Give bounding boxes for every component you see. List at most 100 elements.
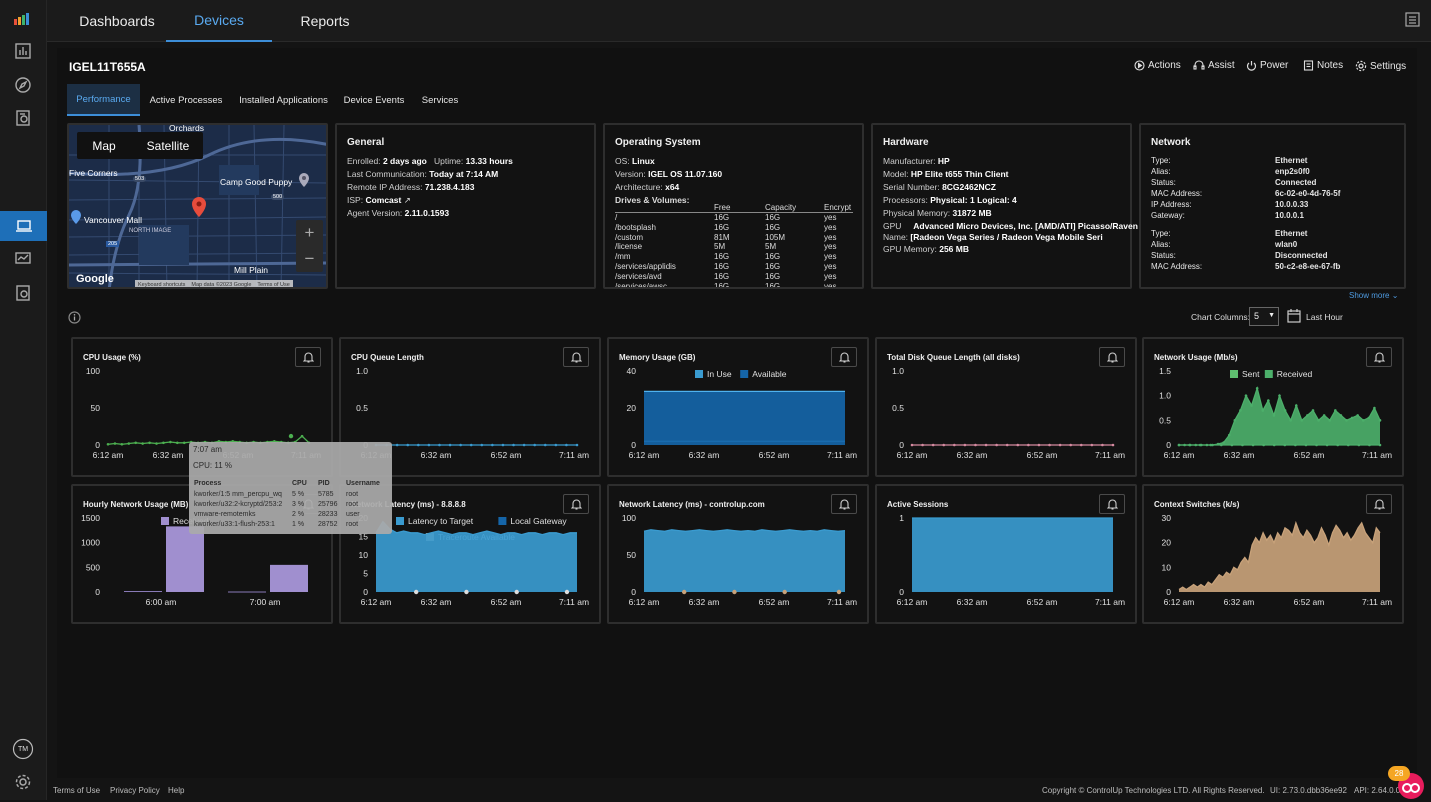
adapter2-status-label: Status: (1151, 251, 1176, 260)
tab-services[interactable]: Services (421, 94, 459, 106)
assist-button[interactable]: Assist (1193, 60, 1235, 71)
adapter1-type-label: Type: (1151, 156, 1171, 165)
settings-button[interactable]: Settings (1355, 60, 1406, 72)
reports-icon[interactable] (12, 107, 34, 129)
memory-usage-alert-button[interactable] (831, 347, 857, 367)
cpu-usage-alert-button[interactable] (295, 347, 321, 367)
calendar-icon[interactable] (1287, 309, 1301, 326)
drive-free: 16G (714, 271, 730, 281)
power-icon (1246, 61, 1257, 71)
x-tick-label: 6:12 am (897, 597, 928, 607)
zoom-in-button[interactable]: + (304, 223, 315, 242)
y-tick-label: 1000 (81, 538, 100, 548)
adapter1-mac-value: 6c-02-e0-4d-76-5f (1275, 189, 1341, 198)
x-tick-label: 6:32 am (689, 597, 720, 607)
legend-swatch (396, 517, 404, 525)
data-point (931, 443, 935, 447)
keyboard-shortcuts-link[interactable]: Keyboard shortcuts (138, 281, 186, 288)
show-more-link[interactable]: Show more ⌄ (1349, 291, 1398, 300)
legend-label: Received (1277, 369, 1313, 379)
notes-icon (1303, 60, 1314, 71)
privacy-link[interactable]: Privacy Policy (110, 786, 160, 795)
drive-encrypt: yes (824, 213, 837, 222)
drive-row: / 16G 16G yes (615, 213, 853, 223)
tab-performance[interactable]: Performance (67, 84, 140, 116)
latency-controlup-alert-button[interactable] (831, 494, 857, 514)
traceroute-marker (414, 589, 419, 595)
time-range-label[interactable]: Last Hour (1306, 312, 1343, 322)
hardware-title: Hardware (883, 137, 929, 148)
adapter1-gateway-value: 10.0.0.1 (1275, 211, 1304, 220)
user-initials: TM (17, 745, 29, 753)
series-area (912, 518, 1113, 592)
api-version: API: 2.64.0.0 (1354, 786, 1401, 795)
y-tick-label: 10 (359, 550, 369, 560)
data-point (910, 443, 914, 447)
context-switches-alert-button[interactable] (1366, 494, 1392, 514)
drive-row: /license 5M 5M yes (615, 242, 853, 252)
notes-label: Notes (1317, 60, 1344, 71)
legend-swatch (161, 517, 169, 525)
gear-icon[interactable] (12, 771, 34, 793)
location-map[interactable]: Map Satellite Orchards Five Corners Camp… (67, 123, 328, 289)
x-tick-label: 7:11 am (1095, 450, 1125, 460)
map-terms-link[interactable]: Terms of Use (257, 281, 290, 288)
bar-sent (124, 591, 162, 593)
actions-button[interactable]: Actions (1134, 60, 1181, 71)
nav-devices[interactable]: Devices (166, 0, 272, 42)
version-value: IGEL OS 11.07.160 (648, 169, 723, 179)
controlup-logo-icon[interactable] (12, 8, 34, 30)
layout-settings-icon[interactable] (1405, 12, 1420, 30)
y-tick-label: 1.0 (892, 366, 904, 376)
active-sessions-alert-button[interactable] (1099, 494, 1125, 514)
device-location-pin-icon[interactable] (192, 197, 206, 220)
terms-link[interactable]: Terms of Use (53, 786, 101, 795)
nav-reports[interactable]: Reports (300, 13, 350, 29)
tab-device-events[interactable]: Device Events (343, 94, 405, 106)
info-icon[interactable] (68, 311, 81, 327)
external-link-icon[interactable]: ↗ (403, 195, 411, 205)
satellite-button[interactable]: Satellite (146, 138, 190, 153)
power-button[interactable]: Power (1246, 60, 1288, 71)
y-tick-label: 0.5 (356, 403, 368, 413)
search-report-icon[interactable] (12, 282, 34, 304)
data-point (942, 443, 946, 447)
drive-path: /services/avd (615, 271, 662, 281)
network-usage-alert-button[interactable] (1366, 347, 1392, 367)
tab-active-processes[interactable]: Active Processes (149, 94, 223, 106)
drive-path: /services/applidis (615, 261, 676, 271)
data-point (1183, 443, 1186, 447)
adapter2-type-value: Ethernet (1275, 229, 1308, 238)
chart-columns-select[interactable]: 5 ▼ (1249, 307, 1279, 326)
tooltip-header: CPU (292, 480, 307, 487)
compass-icon[interactable] (12, 74, 34, 96)
data-point (543, 443, 547, 447)
zoom-out-button[interactable]: − (304, 249, 315, 268)
help-link[interactable]: Help (168, 786, 185, 795)
tooltip-cell: 28752 (318, 521, 338, 528)
tab-installed-applications[interactable]: Installed Applications (239, 94, 328, 106)
data-point (1222, 441, 1225, 444)
monitor-icon[interactable] (12, 248, 34, 270)
gpu-line2: [Radeon Vega Series / Radeon Vega Mobile… (910, 232, 1103, 242)
drive-encrypt: yes (824, 222, 837, 232)
map-button[interactable]: Map (92, 138, 116, 153)
latency-8888-alert-button[interactable] (563, 494, 589, 514)
x-tick-label: 6:12 am (1164, 597, 1195, 607)
disk-queue-length-alert-button[interactable] (1099, 347, 1125, 367)
capacity-header: Capacity (765, 203, 797, 212)
uptime-label: Uptime: (433, 156, 464, 166)
devices-nav-icon[interactable] (0, 211, 47, 241)
network-adapters: Type: Ethernet Alias: enp2s0f0 Status: Conn… (1151, 155, 1391, 272)
notes-button[interactable]: Notes (1303, 60, 1343, 71)
drive-capacity: 105M (765, 232, 786, 242)
data-point (395, 443, 399, 447)
analytics-icon[interactable] (12, 40, 34, 62)
drive-capacity: 16G (765, 222, 781, 232)
data-point (1278, 394, 1281, 397)
nav-dashboards[interactable]: Dashboards (79, 13, 155, 29)
y-tick-label: 0.5 (892, 403, 904, 413)
cpu-queue-length-alert-button[interactable] (563, 347, 589, 367)
user-avatar[interactable]: TM (12, 738, 34, 760)
os-card: Operating System OS: Linux Version: IGEL… (603, 123, 864, 289)
